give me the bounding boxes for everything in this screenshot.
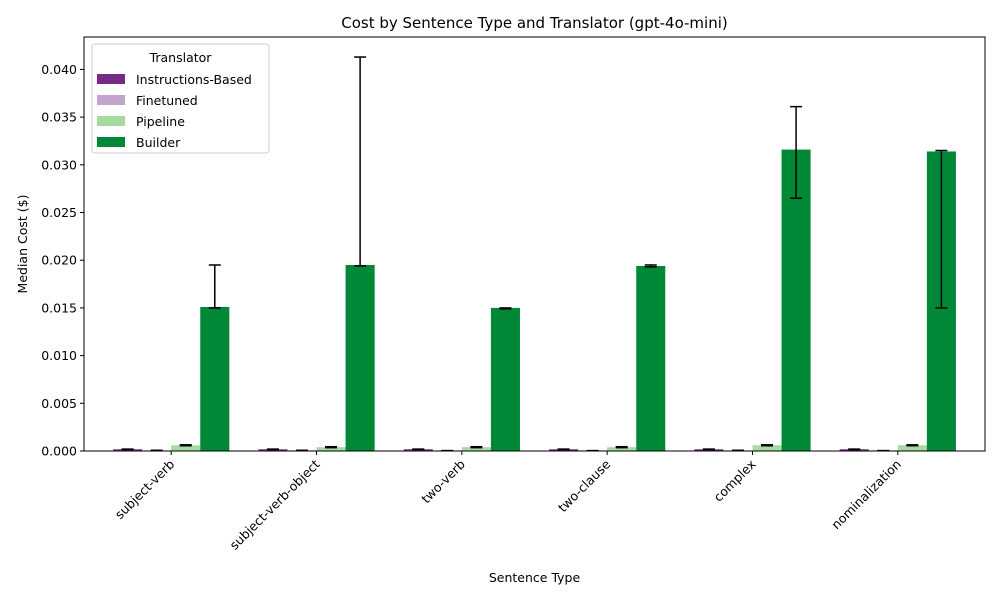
legend-entry-builder: Builder: [136, 135, 181, 150]
bar-pipeline-nominalization: [897, 445, 927, 451]
bar-builder-complex: [781, 149, 811, 451]
y-tick-label: 0.030: [41, 157, 77, 172]
bar-builder-subject-verb-object: [345, 264, 375, 451]
x-tick-label-subject-verb: subject-verb: [112, 456, 178, 522]
legend: Translator Instructions-Based Finetuned Pip…: [91, 43, 270, 154]
error-bar-pipeline-two-clause: [615, 445, 628, 449]
bar-builder-two-verb: [490, 307, 520, 451]
error-bar-pipeline-subject-verb-object: [325, 445, 338, 449]
y-tick-label: 0.010: [41, 348, 77, 363]
error-bar-builder-two-verb: [499, 307, 512, 310]
legend-entry-instructions-based: Instructions-Based: [136, 72, 252, 87]
error-bar-builder-complex: [790, 105, 803, 199]
x-tick-label-two-clause: two-clause: [555, 456, 614, 515]
bar-builder-subject-verb: [200, 306, 230, 451]
y-tick-label: 0.040: [41, 62, 77, 77]
bar-pipeline-subject-verb-object: [316, 447, 346, 451]
y-tick-label: 0.015: [41, 300, 77, 315]
bar-builder-two-clause: [636, 265, 666, 451]
y-axis-label: Median Cost ($): [15, 195, 30, 294]
legend-box: [91, 43, 270, 154]
x-tick-label-complex: complex: [711, 457, 759, 505]
y-tick-label: 0.035: [41, 110, 77, 125]
error-bar-builder-two-clause: [644, 264, 657, 268]
legend-entry-pipeline: Pipeline: [136, 114, 185, 129]
legend-swatch-instructions-based: [97, 74, 125, 84]
legend-swatch-finetuned: [97, 95, 125, 105]
legend-swatch-builder: [97, 137, 125, 147]
bar-pipeline-two-clause: [607, 447, 637, 451]
error-bar-builder-subject-verb: [208, 264, 221, 309]
legend-swatch-pipeline: [97, 116, 125, 126]
error-bar-pipeline-complex: [761, 444, 774, 447]
error-bar-pipeline-subject-verb: [179, 444, 192, 447]
legend-title: Translator: [149, 50, 213, 65]
y-tick-label: 0.025: [41, 205, 77, 220]
y-tick-label: 0.000: [41, 444, 77, 459]
error-bar-builder-nominalization: [935, 149, 948, 309]
plot-frame: [83, 36, 986, 452]
bar-pipeline-subject-verb: [171, 445, 201, 451]
x-tick-label-two-verb: two-verb: [418, 456, 468, 506]
error-bar-pipeline-nominalization: [906, 444, 919, 447]
legend-entry-finetuned: Finetuned: [136, 93, 198, 108]
x-axis: subject-verb subject-verb-object two-verb t…: [112, 451, 904, 553]
error-bar-builder-subject-verb-object: [354, 56, 367, 267]
x-tick-label-subject-verb-object: subject-verb-object: [227, 456, 323, 552]
bars-layer: [113, 149, 956, 451]
bar-pipeline-two-verb: [461, 447, 491, 451]
bar-pipeline-complex: [752, 445, 782, 451]
y-tick-label: 0.020: [41, 253, 77, 268]
chart-title: Cost by Sentence Type and Translator (gp…: [341, 14, 728, 32]
error-bar-pipeline-two-verb: [470, 445, 483, 449]
x-axis-label: Sentence Type: [489, 570, 581, 585]
x-tick-label-nominalization: nominalization: [828, 457, 904, 533]
y-axis: 0.000 0.005 0.010 0.015 0.020 0.025 0.030 0.035…: [41, 62, 84, 459]
y-tick-label: 0.005: [41, 396, 77, 411]
